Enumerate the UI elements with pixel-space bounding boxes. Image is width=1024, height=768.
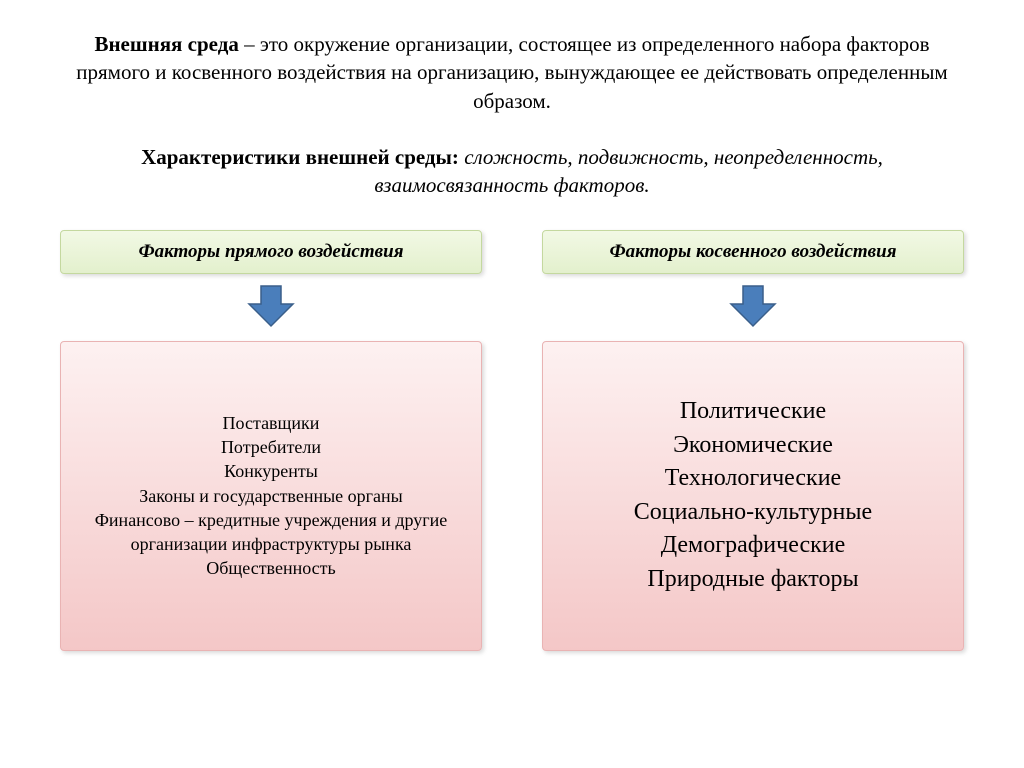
left-column: Факторы прямого воздействия ПоставщикиПо… bbox=[60, 230, 482, 651]
down-arrow-icon bbox=[729, 284, 777, 333]
list-item: Конкуренты bbox=[75, 459, 467, 483]
list-item: Финансово – кредитные учреждения и други… bbox=[75, 508, 467, 557]
columns-wrapper: Факторы прямого воздействия ПоставщикиПо… bbox=[60, 230, 964, 651]
list-item: Законы и государственные органы bbox=[75, 484, 467, 508]
characteristics-label: Характеристики внешней среды: bbox=[141, 145, 464, 169]
list-item: Социально-культурные bbox=[557, 496, 949, 530]
list-item: Потребители bbox=[75, 435, 467, 459]
left-content-box: ПоставщикиПотребителиКонкурентыЗаконы и … bbox=[60, 341, 482, 651]
down-arrow-icon bbox=[247, 284, 295, 333]
list-item: Общественность bbox=[75, 556, 467, 580]
left-header-box: Факторы прямого воздействия bbox=[60, 230, 482, 274]
definition-term: Внешняя среда bbox=[94, 32, 238, 56]
list-item: Экономические bbox=[557, 429, 949, 463]
list-item: Технологические bbox=[557, 462, 949, 496]
list-item: Природные факторы bbox=[557, 563, 949, 597]
right-header-box: Факторы косвенного воздействия bbox=[542, 230, 964, 274]
left-header-text: Факторы прямого воздействия bbox=[138, 241, 403, 262]
right-column: Факторы косвенного воздействия Политичес… bbox=[542, 230, 964, 651]
characteristics-block: Характеристики внешней среды: сложность,… bbox=[60, 143, 964, 200]
definition-block: Внешняя среда – это окружение организаци… bbox=[60, 30, 964, 115]
right-content-box: ПолитическиеЭкономическиеТехнологические… bbox=[542, 341, 964, 651]
list-item: Политические bbox=[557, 395, 949, 429]
right-header-text: Факторы косвенного воздействия bbox=[609, 241, 896, 262]
list-item: Демографические bbox=[557, 529, 949, 563]
list-item: Поставщики bbox=[75, 411, 467, 435]
